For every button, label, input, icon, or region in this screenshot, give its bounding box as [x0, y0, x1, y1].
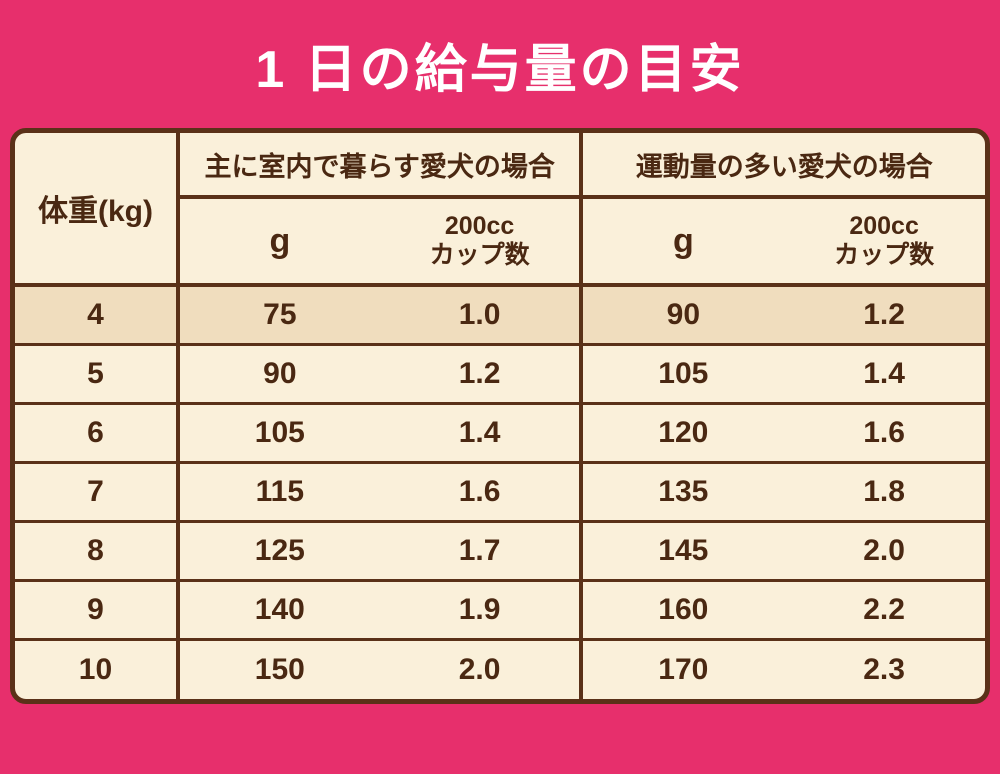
- indoor-grams-cell: 90: [177, 344, 380, 405]
- table-row: 5 90 1.2 105 1.4: [15, 344, 985, 405]
- cup-count-label: カップ数: [429, 241, 530, 269]
- indoor-cups-cell: 1.6: [379, 462, 584, 524]
- active-grams-header: g: [581, 197, 784, 287]
- table-row: 9 140 1.9 160 2.2: [15, 580, 985, 642]
- active-cups-cell: 1.2: [783, 285, 985, 346]
- indoor-cups-cell: 2.0: [379, 639, 584, 699]
- table-row: 6 105 1.4 120 1.6: [15, 403, 985, 464]
- indoor-grams-cell: 140: [177, 580, 380, 642]
- indoor-grams-cell: 125: [177, 521, 380, 583]
- indoor-cups-cell: 1.4: [379, 403, 584, 464]
- cup-count-label: カップ数: [834, 241, 935, 269]
- title-bar: 1 日の給与量の目安: [0, 0, 1000, 128]
- indoor-grams-cell: 105: [177, 403, 380, 464]
- table-row: 7 115 1.6 135 1.8: [15, 462, 985, 524]
- table-row: 4 75 1.0 90 1.2: [15, 285, 985, 346]
- feeding-guide-table: 体重(kg) 主に室内で暮らす愛犬の場合 運動量の多い愛犬の場合 g 200cc…: [10, 128, 990, 704]
- indoor-cups-cell: 1.9: [379, 580, 584, 642]
- active-cups-cell: 1.6: [783, 403, 985, 464]
- table-row: 8 125 1.7 145 2.0: [15, 521, 985, 583]
- active-cups-cell: 1.8: [783, 462, 985, 524]
- indoor-grams-cell: 75: [177, 285, 380, 346]
- weight-cell: 4: [15, 285, 180, 346]
- weight-header-cell: 体重(kg): [15, 133, 180, 287]
- page-title: 1 日の給与量の目安: [255, 40, 745, 99]
- cup-size-label: 200cc: [849, 211, 919, 240]
- indoor-grams-cell: 150: [254, 653, 305, 687]
- weight-cell: 5: [15, 344, 180, 405]
- indoor-grams-header: g: [177, 197, 380, 287]
- sub-header-row: g 200cc カップ数 g 200cc カップ数: [15, 197, 985, 287]
- active-grams-cell: 145: [581, 521, 784, 583]
- active-grams-cell: 120: [581, 403, 784, 464]
- group-header-active: 運動量の多い愛犬の場合: [581, 133, 985, 199]
- feeding-table: 体重(kg) 主に室内で暮らす愛犬の場合 運動量の多い愛犬の場合 g 200cc…: [15, 133, 985, 699]
- active-grams-cell: 135: [581, 462, 784, 524]
- weight-cell: 10: [15, 639, 180, 699]
- weight-cell: 8: [15, 521, 180, 583]
- active-cups-cell: 1.4: [783, 344, 985, 405]
- table-row: 10 150 2.0 170 2.3: [15, 639, 985, 699]
- weight-cell: 6: [15, 403, 180, 464]
- indoor-cups-cell: 1.2: [379, 344, 584, 405]
- indoor-cups-cell: 1.0: [379, 285, 584, 346]
- cup-size-label: 200cc: [444, 211, 515, 240]
- active-grams-cell: 160: [581, 580, 784, 642]
- group-header-row: 体重(kg) 主に室内で暮らす愛犬の場合 運動量の多い愛犬の場合: [15, 133, 985, 287]
- group-header-indoor: 主に室内で暮らす愛犬の場合: [177, 133, 584, 199]
- active-cups-cell: 2.2: [783, 580, 985, 642]
- active-cups-cell: 2.3: [863, 653, 905, 687]
- indoor-cups-header: 200cc カップ数: [379, 197, 584, 287]
- indoor-grams-cell: 115: [177, 462, 380, 524]
- active-grams-cell: 90: [581, 285, 784, 346]
- active-grams-cell: 170: [658, 653, 709, 687]
- indoor-cups-cell: 1.7: [379, 521, 584, 583]
- active-grams-cell: 105: [581, 344, 784, 405]
- weight-cell: 9: [15, 580, 180, 642]
- active-cups-cell: 2.0: [783, 521, 985, 583]
- active-cups-header: 200cc カップ数: [783, 197, 985, 287]
- weight-cell: 7: [15, 462, 180, 524]
